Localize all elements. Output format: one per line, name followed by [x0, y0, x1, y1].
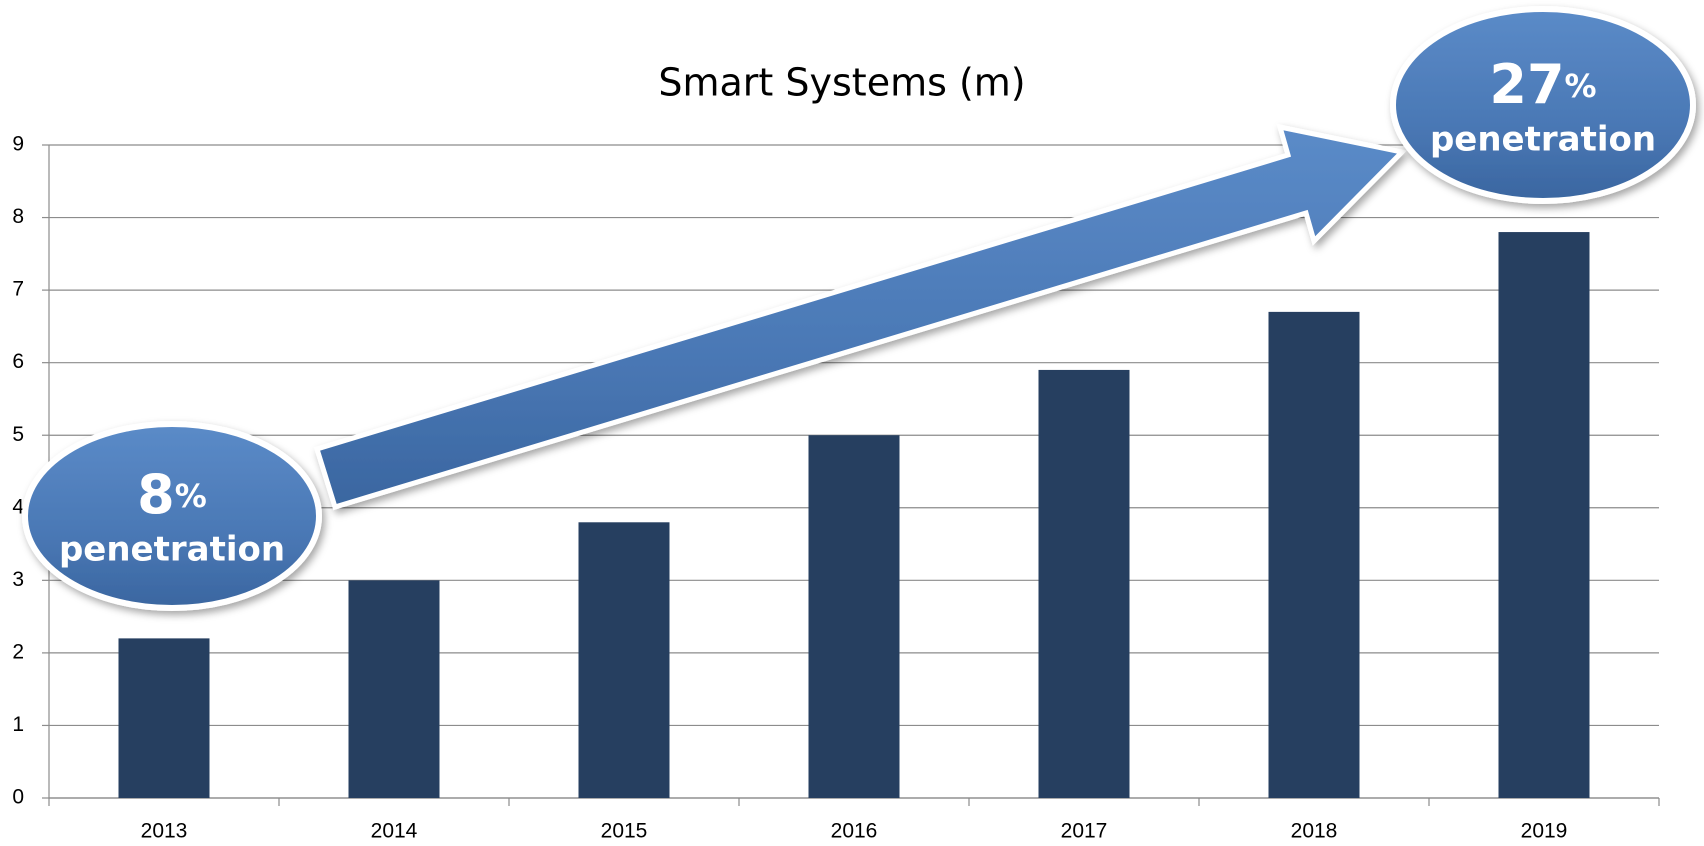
x-tick-label: 2018	[1291, 820, 1338, 843]
y-tick-label: 0	[12, 786, 24, 809]
bar	[1268, 311, 1360, 798]
y-tick-label: 3	[12, 568, 24, 591]
y-tick-label: 6	[12, 350, 24, 373]
y-tick-label: 9	[12, 133, 24, 156]
x-tick-label: 2017	[1061, 820, 1108, 843]
x-tick-label: 2014	[371, 820, 418, 843]
y-tick-label: 8	[12, 205, 24, 228]
bar	[578, 522, 670, 798]
callout-value: 27	[1489, 53, 1564, 116]
x-tick-label: 2013	[141, 820, 188, 843]
y-tick-label: 4	[12, 495, 24, 518]
callout-caption: penetration	[1430, 120, 1656, 160]
callout-suffix: %	[175, 477, 207, 515]
callout-ellipse	[1390, 6, 1696, 204]
callout-value: 8	[137, 463, 175, 526]
trend-arrow	[313, 123, 1408, 511]
callout-caption: penetration	[59, 530, 285, 570]
callout-number: 8%	[137, 463, 207, 526]
bar	[1498, 232, 1590, 799]
callout-suffix: %	[1565, 67, 1597, 105]
y-tick-label: 5	[12, 423, 24, 446]
bar	[808, 435, 900, 798]
bar	[1038, 369, 1130, 798]
y-tick-label: 2	[12, 640, 24, 663]
x-tick-label: 2019	[1521, 820, 1568, 843]
x-tick-label: 2016	[831, 820, 878, 843]
y-tick-label: 1	[12, 713, 24, 736]
x-tick-label: 2015	[601, 820, 648, 843]
y-tick-label: 7	[12, 278, 24, 301]
bar	[118, 638, 210, 798]
callout-ellipse	[22, 421, 322, 611]
chart-title: Smart Systems (m)	[658, 61, 1025, 105]
callout-number: 27%	[1489, 53, 1596, 116]
annotation-layer: 8% penetration 27% penetration	[22, 6, 1696, 611]
bar	[348, 580, 440, 798]
